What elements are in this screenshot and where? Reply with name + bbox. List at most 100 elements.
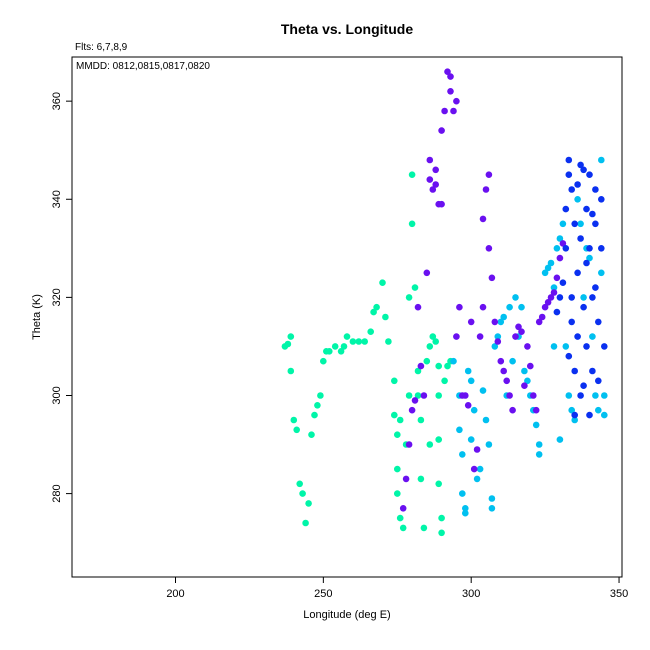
data-point [394, 490, 401, 497]
data-point [420, 392, 428, 399]
data-point [314, 402, 321, 409]
data-point [417, 416, 425, 424]
data-point [598, 156, 605, 164]
chart-title: Theta vs. Longitude [281, 21, 413, 37]
flights-note: Flts: 6,7,8,9 [75, 42, 128, 53]
data-point [456, 303, 463, 311]
data-point [583, 259, 590, 267]
data-point [432, 338, 440, 345]
data-point [394, 465, 401, 473]
data-point [426, 156, 434, 164]
data-point [592, 220, 599, 228]
data-point [553, 308, 561, 316]
data-point [592, 284, 599, 291]
data-point [559, 240, 567, 247]
data-point [527, 362, 534, 370]
data-point [467, 377, 475, 385]
data-point [435, 392, 443, 399]
data-point [556, 235, 564, 242]
data-point [429, 333, 437, 340]
data-point [453, 333, 460, 340]
data-point [467, 436, 475, 443]
data-point [595, 406, 602, 414]
data-point [479, 387, 487, 394]
data-point [509, 357, 516, 365]
data-point [399, 505, 407, 512]
data-point [467, 318, 475, 326]
data-point [568, 294, 575, 301]
data-point [391, 377, 398, 385]
data-point [565, 352, 573, 360]
data-point [417, 475, 425, 483]
data-point [462, 509, 469, 517]
data-point [562, 245, 570, 252]
data-point [547, 259, 555, 267]
data-point [462, 505, 469, 512]
y-tick-label: 320 [51, 288, 63, 306]
y-axis: 280 300 320 340 360 [51, 92, 72, 503]
data-point [343, 333, 351, 340]
data-point [320, 357, 327, 365]
data-point [556, 254, 564, 262]
data-point [497, 357, 505, 365]
x-tick-label: 200 [166, 588, 184, 600]
data-point [284, 340, 292, 348]
data-point [470, 406, 478, 414]
data-point [544, 264, 552, 272]
data-point [559, 220, 567, 228]
data-point [331, 343, 339, 350]
data-point [441, 377, 448, 385]
data-point [568, 186, 575, 193]
data-point [574, 333, 581, 340]
data-point [447, 73, 454, 80]
plot-frame [71, 56, 623, 578]
data-point [308, 431, 315, 439]
data-point [532, 421, 540, 429]
data-point [476, 465, 484, 473]
data-point [411, 397, 419, 404]
data-point [394, 431, 401, 439]
data-point [414, 367, 422, 375]
data-point [491, 343, 499, 350]
data-point [598, 269, 605, 277]
data-point [438, 514, 445, 522]
data-point [317, 392, 324, 399]
data-point [565, 156, 573, 164]
data-point [532, 406, 540, 414]
data-point [521, 382, 528, 390]
data-point [423, 357, 431, 365]
data-point [512, 333, 519, 340]
data-point [547, 294, 555, 301]
data-point [589, 333, 596, 340]
data-point [293, 426, 301, 434]
data-point [535, 451, 543, 458]
data-point [479, 303, 487, 311]
data-point [453, 97, 460, 105]
data-point [417, 362, 425, 370]
data-point [296, 480, 304, 488]
data-point [574, 269, 581, 277]
data-point [444, 362, 451, 370]
data-point [405, 441, 413, 448]
data-point [479, 215, 487, 223]
data-point [577, 161, 584, 169]
y-tick-label: 340 [51, 190, 63, 208]
data-point [396, 416, 404, 424]
data-point [592, 392, 599, 399]
data-point [299, 490, 306, 497]
data-point [506, 303, 513, 311]
data-point [595, 377, 602, 385]
data-point [349, 338, 357, 345]
data-point [550, 284, 558, 291]
data-point [580, 294, 587, 301]
y-tick-label: 300 [51, 386, 63, 404]
data-point [497, 318, 505, 326]
data-point [500, 367, 508, 375]
data-point [586, 171, 593, 178]
data-point [550, 289, 558, 296]
data-point [586, 411, 593, 419]
data-point [524, 343, 531, 350]
data-point [518, 303, 525, 311]
data-point [553, 245, 561, 252]
